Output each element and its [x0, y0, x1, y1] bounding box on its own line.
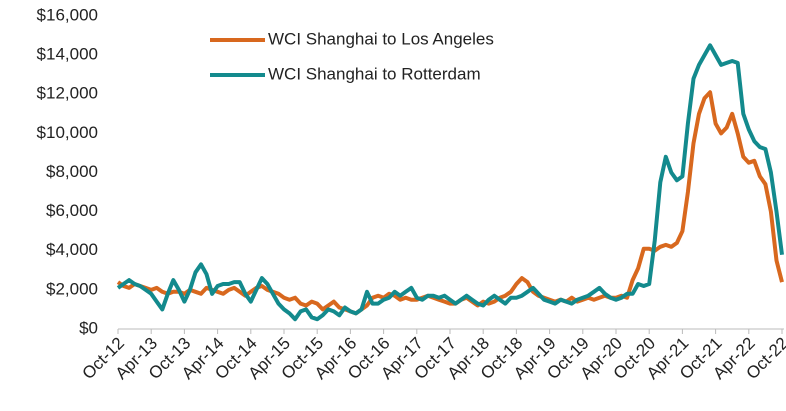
- y-tick-label: $6,000: [46, 201, 98, 220]
- series-line: [116, 90, 784, 316]
- legend-label: WCI Shanghai to Los Angeles: [268, 29, 494, 48]
- y-tick-label: $14,000: [37, 45, 98, 64]
- y-tick-label: $0: [79, 318, 98, 337]
- y-tick-label: $12,000: [37, 84, 98, 103]
- y-tick-label: $8,000: [46, 162, 98, 181]
- legend-label: WCI Shanghai to Rotterdam: [268, 64, 481, 83]
- y-tick-label: $16,000: [37, 5, 98, 24]
- y-tick-label: $4,000: [46, 240, 98, 259]
- y-tick-label: $10,000: [37, 123, 98, 142]
- series-line: [116, 43, 784, 322]
- y-tick-label: $2,000: [46, 279, 98, 298]
